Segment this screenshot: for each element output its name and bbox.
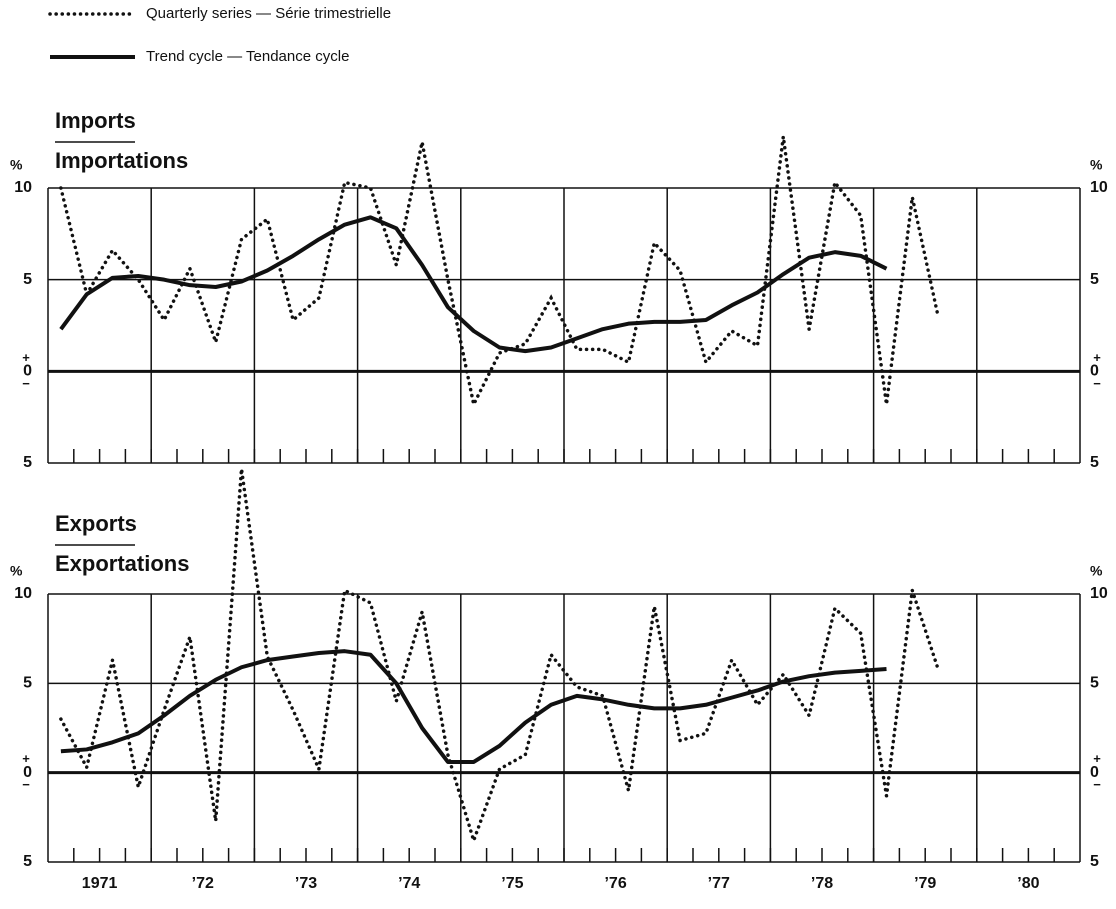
panel-title: Imports bbox=[55, 108, 136, 133]
y-tick-label-right: 10 bbox=[1090, 179, 1108, 196]
quarterly-line bbox=[59, 468, 940, 847]
y-unit-left: % bbox=[10, 563, 23, 579]
y-tick-label: 0 bbox=[23, 764, 32, 781]
y-unit-right: % bbox=[1090, 563, 1103, 579]
y-tick-label-right: 10 bbox=[1090, 585, 1108, 602]
x-tick-label: ’74 bbox=[398, 875, 420, 892]
y-tick-label: 10 bbox=[14, 585, 32, 602]
y-tick-label-right: 0 bbox=[1090, 764, 1099, 781]
trend-line bbox=[59, 215, 888, 354]
sign-label: + bbox=[22, 350, 30, 365]
x-tick-label: ’77 bbox=[708, 875, 730, 892]
x-tick-label: ’80 bbox=[1017, 875, 1039, 892]
y-tick-label: 5 bbox=[23, 454, 32, 471]
x-tick-label: ’73 bbox=[295, 875, 317, 892]
trend-line bbox=[60, 649, 887, 764]
y-unit-left: % bbox=[10, 157, 23, 173]
x-tick-label: ’78 bbox=[811, 875, 833, 892]
y-tick-label-right: 0 bbox=[1090, 363, 1099, 380]
sign-label-right: + bbox=[1093, 751, 1101, 766]
x-tick-label: ’75 bbox=[501, 875, 523, 892]
x-tick-label: 1971 bbox=[82, 875, 118, 892]
y-tick-label: 10 bbox=[14, 179, 32, 196]
y-tick-label-right: 5 bbox=[1090, 271, 1099, 288]
panel-subtitle: Exportations bbox=[55, 551, 189, 576]
y-tick-label: 5 bbox=[23, 675, 32, 692]
sign-label: + bbox=[22, 751, 30, 766]
panel-title: Exports bbox=[55, 511, 137, 536]
quarterly-line bbox=[59, 136, 940, 410]
legend-label: Trend cycle — Tendance cycle bbox=[146, 48, 349, 65]
sign-label-right: − bbox=[1093, 376, 1101, 391]
y-tick-label-right: 5 bbox=[1090, 675, 1099, 692]
y-tick-label: 5 bbox=[23, 853, 32, 870]
x-tick-label: ’76 bbox=[604, 875, 626, 892]
sign-label-right: − bbox=[1093, 777, 1101, 792]
legend-label: Quarterly series — Série trimestrielle bbox=[146, 5, 391, 22]
sign-label: − bbox=[22, 376, 30, 391]
x-tick-label: ’72 bbox=[192, 875, 214, 892]
y-tick-label: 5 bbox=[23, 271, 32, 288]
x-tick-label: ’79 bbox=[914, 875, 936, 892]
sign-label: − bbox=[22, 777, 30, 792]
sign-label-right: + bbox=[1093, 350, 1101, 365]
panel-subtitle: Importations bbox=[55, 148, 188, 173]
y-tick-label: 0 bbox=[23, 363, 32, 380]
y-unit-right: % bbox=[1090, 157, 1103, 173]
y-tick-label-right: 5 bbox=[1090, 853, 1099, 870]
y-tick-label-right: 5 bbox=[1090, 454, 1099, 471]
